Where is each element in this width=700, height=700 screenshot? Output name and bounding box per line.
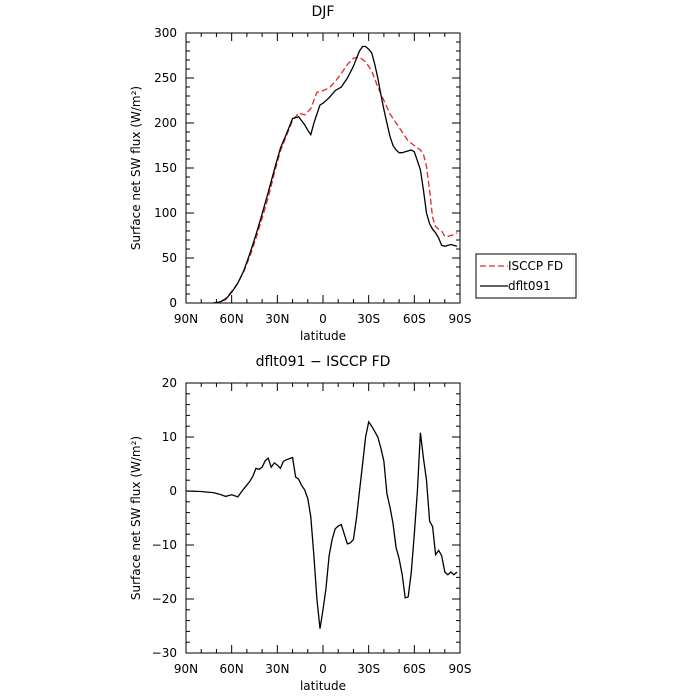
- x-tick-label: 60N: [220, 662, 244, 676]
- chart-title: DJF: [312, 4, 335, 20]
- y-tick-label: −20: [152, 592, 177, 606]
- chart-title: dflt091 − ISCCP FD: [256, 354, 391, 370]
- y-axis-label: Surface net SW flux (W/m²): [129, 86, 143, 250]
- chart-1: 90N 60N 30N 0 30S 60S 90S 0 50 100 150 200 250 300 DJF…: [129, 4, 577, 343]
- series-line-2: [213, 45, 458, 304]
- y-tick-label: 250: [154, 71, 177, 85]
- y-tick-label: 0: [169, 296, 177, 310]
- legend-label: ISCCP FD: [508, 259, 563, 273]
- y-tick-label: −10: [152, 538, 177, 552]
- y-tick-label: 150: [154, 161, 177, 175]
- chart-2: 90N 60N 30N 0 30S 60S 90S −30 −20 −10 0 10 20 dflt091…: [129, 354, 471, 693]
- y-tick-label: −30: [152, 646, 177, 660]
- x-tick-label: 60N: [220, 312, 244, 326]
- legend: ISCCP FD dflt091: [475, 253, 577, 299]
- y-tick-label: 0: [169, 484, 177, 498]
- legend-box: [475, 253, 577, 299]
- series-line-1: [213, 56, 458, 304]
- legend-label: dflt091: [508, 279, 551, 293]
- x-tick-label: 90N: [174, 312, 198, 326]
- x-tick-label: 60S: [403, 662, 426, 676]
- x-tick-label: 30N: [265, 312, 289, 326]
- x-tick-label: 0: [319, 312, 327, 326]
- y-tick-label: 50: [162, 251, 177, 265]
- x-axis-label: latitude: [300, 329, 346, 343]
- y-tick-label: 10: [162, 430, 177, 444]
- x-tick-label: 0: [319, 662, 327, 676]
- y-axis-label: Surface net SW flux (W/m²): [129, 436, 143, 600]
- x-tick-label: 60S: [403, 312, 426, 326]
- x-tick-label: 30S: [357, 662, 380, 676]
- x-tick-label: 90S: [449, 312, 472, 326]
- x-tick-label: 30N: [265, 662, 289, 676]
- x-tick-label: 30S: [357, 312, 380, 326]
- x-tick-label: 90S: [449, 662, 472, 676]
- x-axis-label: latitude: [300, 679, 346, 693]
- y-tick-label: 300: [154, 26, 177, 40]
- plot-frame: [185, 32, 461, 304]
- y-tick-label: 20: [162, 376, 177, 390]
- y-tick-label: 100: [154, 206, 177, 220]
- series-line-1: [185, 420, 458, 629]
- y-tick-label: 200: [154, 116, 177, 130]
- x-tick-label: 90N: [174, 662, 198, 676]
